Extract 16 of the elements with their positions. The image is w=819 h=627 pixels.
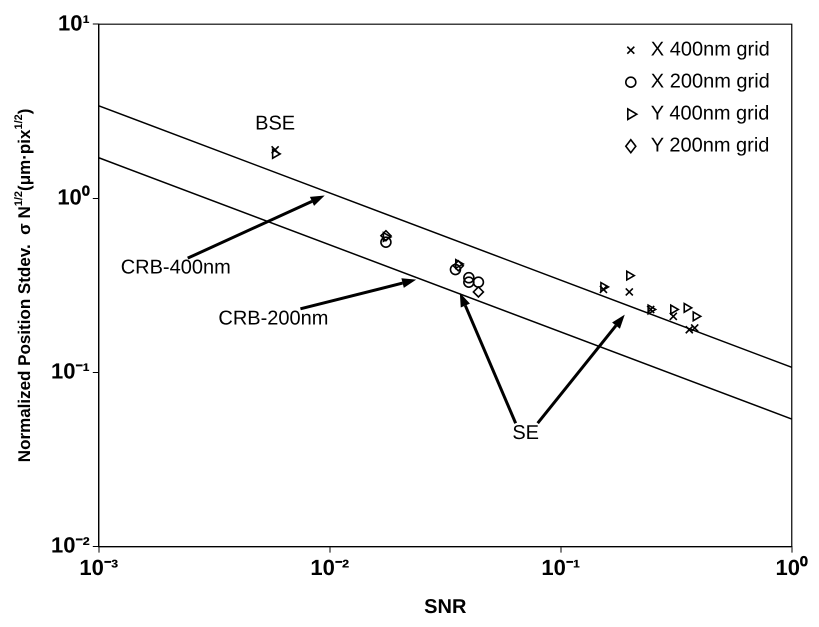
legend-label: X 400nm grid [650, 38, 770, 61]
x-tick-label: 10⁰ [776, 554, 808, 580]
y-tick-label: 10⁻¹ [51, 358, 90, 384]
annotation: SE [512, 422, 540, 444]
y-axis-title: Normalized Position Stdev. σ N1/2(μm·pix1/2) [13, 108, 34, 462]
annotation: BSE [255, 112, 296, 134]
y-tick-label: 10¹ [58, 10, 90, 36]
y-tick-label: 10⁰ [57, 184, 90, 210]
annotation: CRB-400nm [120, 256, 231, 279]
legend-label: Y 400nm grid [650, 102, 770, 125]
annotation: CRB-200nm [218, 307, 328, 330]
legend-label: Y 200nm grid [650, 134, 770, 157]
x-tick-label: 10⁻² [310, 554, 350, 580]
x-axis-title: SNR [424, 596, 467, 618]
x-tick-label: 10⁻¹ [541, 554, 580, 580]
legend-label: X 200nm grid [650, 70, 770, 93]
